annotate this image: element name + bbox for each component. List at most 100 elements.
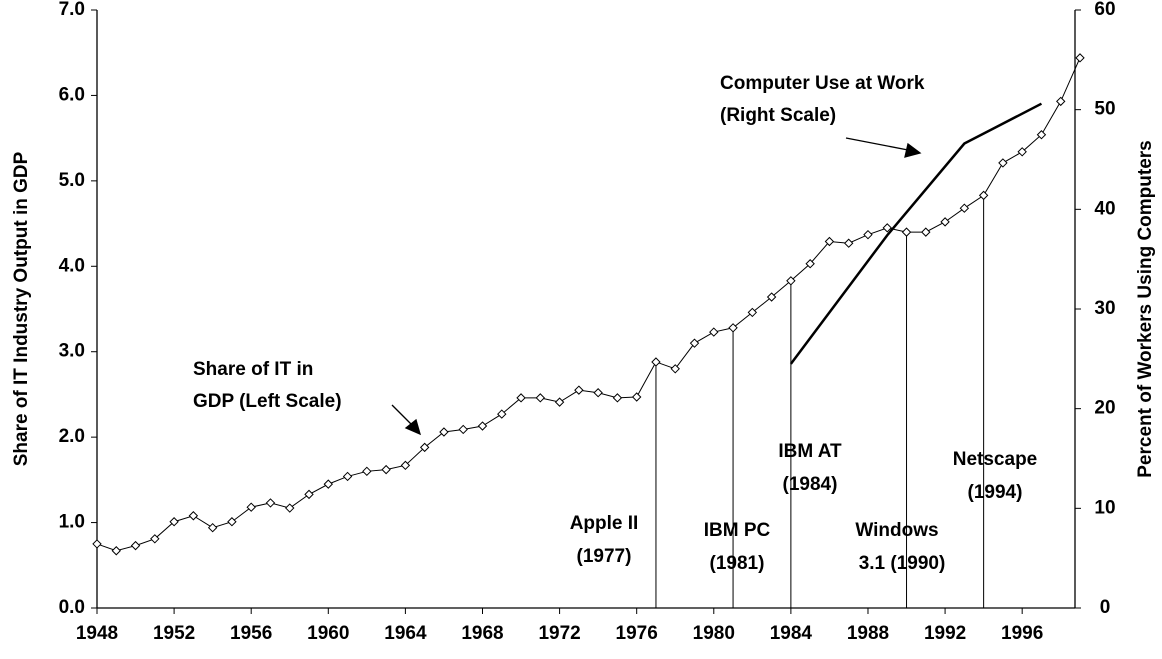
data-point — [921, 227, 931, 237]
data-point — [901, 227, 912, 237]
annotation-label: IBM AT — [778, 441, 842, 462]
y-tick-label: 4.0 — [59, 255, 85, 276]
data-point — [285, 503, 295, 513]
arrow-head — [904, 142, 922, 158]
data-point — [400, 460, 411, 471]
y-tick-label: 2.0 — [59, 426, 85, 447]
annotation-label: Netscape — [953, 449, 1038, 470]
y2-tick-label: 60 — [1094, 0, 1115, 20]
data-point — [227, 517, 237, 527]
data-point — [342, 471, 353, 482]
x-tick-label: 1992 — [924, 623, 966, 644]
data-point — [824, 236, 835, 247]
data-point — [689, 338, 700, 348]
annotation-label: (1994) — [968, 482, 1023, 503]
y-tick-label: 5.0 — [59, 170, 85, 191]
annotation-label: Windows — [855, 520, 938, 541]
y-tick-label: 3.0 — [59, 341, 85, 362]
data-point — [843, 238, 854, 248]
y2-tick-label: 10 — [1094, 497, 1115, 518]
data-point — [130, 540, 141, 551]
data-point — [497, 409, 507, 419]
data-point — [150, 534, 160, 544]
y2-tick-label: 50 — [1094, 99, 1115, 120]
data-point — [1017, 147, 1027, 157]
y-tick-label: 1.0 — [59, 512, 85, 533]
annotation-label: IBM PC — [704, 520, 771, 541]
data-point — [631, 392, 642, 402]
x-tick-label: 1960 — [307, 623, 349, 644]
arrow-line — [845, 137, 909, 151]
y-axis-title: Share of IT Industry Output in GDP — [11, 151, 32, 466]
series-label: Computer Use at Work — [720, 73, 925, 94]
y2-tick-label: 30 — [1094, 298, 1115, 319]
data-point — [111, 546, 121, 556]
data-point — [998, 158, 1008, 168]
x-tick-label: 1972 — [538, 623, 580, 644]
data-point — [1056, 96, 1066, 107]
series-label: Share of IT in — [193, 359, 313, 380]
arrows — [391, 137, 922, 436]
y2-tick-label: 0 — [1100, 597, 1111, 618]
data-point — [709, 327, 719, 337]
data-point — [805, 259, 815, 269]
data-point — [169, 517, 179, 527]
data-point — [458, 424, 468, 435]
y-tick-label: 6.0 — [59, 84, 85, 105]
data-point — [670, 364, 680, 374]
data-point — [381, 464, 391, 475]
data-point — [439, 427, 449, 437]
data-point — [535, 393, 546, 403]
series-line — [96, 57, 1081, 552]
x-tick-label: 1956 — [230, 623, 272, 644]
data-point — [728, 323, 738, 333]
x-tick-label: 1968 — [461, 623, 503, 644]
data-point — [1075, 53, 1085, 63]
y-tick-label: 0.0 — [59, 597, 85, 618]
y2-axis-title: Percent of Workers Using Computers — [1135, 140, 1156, 478]
y2-tick-label: 40 — [1094, 198, 1115, 219]
annotation-label: Apple II — [570, 513, 639, 534]
data-point — [207, 522, 218, 533]
x-tick-label: 1988 — [847, 623, 889, 644]
annotation-label: (1981) — [710, 553, 765, 574]
data-point — [419, 442, 430, 453]
data-point — [651, 357, 661, 367]
series-label: GDP (Left Scale) — [193, 391, 342, 412]
data-point — [978, 190, 989, 201]
data-point — [786, 276, 796, 286]
data-point — [863, 229, 873, 240]
annotation-label: (1984) — [783, 474, 838, 495]
data-point — [1036, 130, 1047, 140]
data-point — [882, 223, 892, 233]
x-tick-label: 1952 — [153, 623, 195, 644]
data-point — [766, 292, 777, 302]
data-point — [554, 397, 565, 407]
y-tick-label: 7.0 — [59, 0, 85, 20]
x-tick-label: 1964 — [384, 623, 427, 644]
data-point — [612, 393, 623, 403]
x-tick-label: 1984 — [770, 623, 813, 644]
x-tick-label: 1980 — [693, 623, 735, 644]
annotation-label: (1977) — [577, 546, 632, 567]
series-line — [789, 102, 1043, 365]
x-tick-label: 1996 — [1001, 623, 1043, 644]
data-point — [747, 307, 758, 318]
data-point — [92, 539, 102, 549]
data-point — [265, 498, 276, 508]
x-tick-label: 1976 — [616, 623, 658, 644]
series-label: (Right Scale) — [720, 105, 836, 126]
data-point — [188, 511, 199, 521]
data-point — [959, 203, 970, 213]
data-point — [304, 489, 314, 500]
arrow-line — [391, 404, 415, 428]
arrow-head — [404, 418, 422, 436]
data-point — [593, 388, 603, 398]
data-point — [574, 385, 584, 395]
data-point — [477, 421, 488, 431]
annotation-label: 3.1 (1990) — [859, 553, 946, 574]
data-point — [362, 466, 372, 477]
data-point — [516, 393, 526, 403]
data-point — [940, 217, 950, 227]
